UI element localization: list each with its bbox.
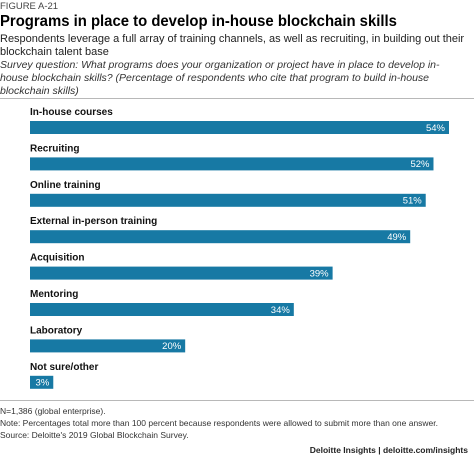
bar-chart: In-house courses 54% Recruiting 52% Online t… (30, 107, 449, 389)
bottom-divider (0, 400, 474, 401)
value-label: 52% (410, 159, 430, 170)
bar (30, 157, 434, 171)
top-divider (0, 98, 474, 99)
value-label: 54% (426, 123, 446, 134)
bar (30, 266, 333, 280)
chart-notes: N=1,386 (global enterprise). Note: Perce… (0, 405, 438, 441)
category-label: Recruiting (30, 143, 79, 154)
value-label: 49% (387, 232, 407, 243)
value-label: 34% (271, 305, 291, 316)
bar (30, 121, 449, 134)
figure-label: FIGURE A-21 (0, 1, 59, 12)
value-label: 51% (403, 196, 423, 207)
value-label: 3% (36, 378, 50, 389)
survey-question: Survey question: What programs does your… (0, 59, 440, 97)
percentage-note: Note: Percentages total more than 100 pe… (0, 418, 439, 428)
value-label: 20% (162, 341, 182, 352)
category-label: In-house courses (30, 107, 113, 118)
chart-title: Programs in place to develop in-house bl… (0, 13, 397, 30)
category-label: Online training (30, 180, 101, 191)
bar (30, 339, 186, 353)
category-label: Laboratory (30, 325, 83, 336)
value-label: 39% (310, 268, 330, 279)
source-note: Source: Deloitte's 2019 Global Blockchai… (0, 430, 189, 440)
bar (30, 375, 54, 389)
category-label: Not sure/other (30, 362, 98, 373)
category-label: External in-person training (30, 216, 157, 227)
publisher-credit: Deloitte Insights | deloitte.com/insight… (309, 445, 468, 455)
sample-size-note: N=1,386 (global enterprise). (0, 406, 106, 416)
bar (30, 303, 294, 316)
bar (30, 193, 426, 207)
category-label: Mentoring (30, 289, 78, 300)
category-label: Acquisition (30, 253, 84, 264)
bar (30, 230, 411, 244)
chart-subtitle: Respondents leverage a full array of tra… (0, 33, 465, 58)
